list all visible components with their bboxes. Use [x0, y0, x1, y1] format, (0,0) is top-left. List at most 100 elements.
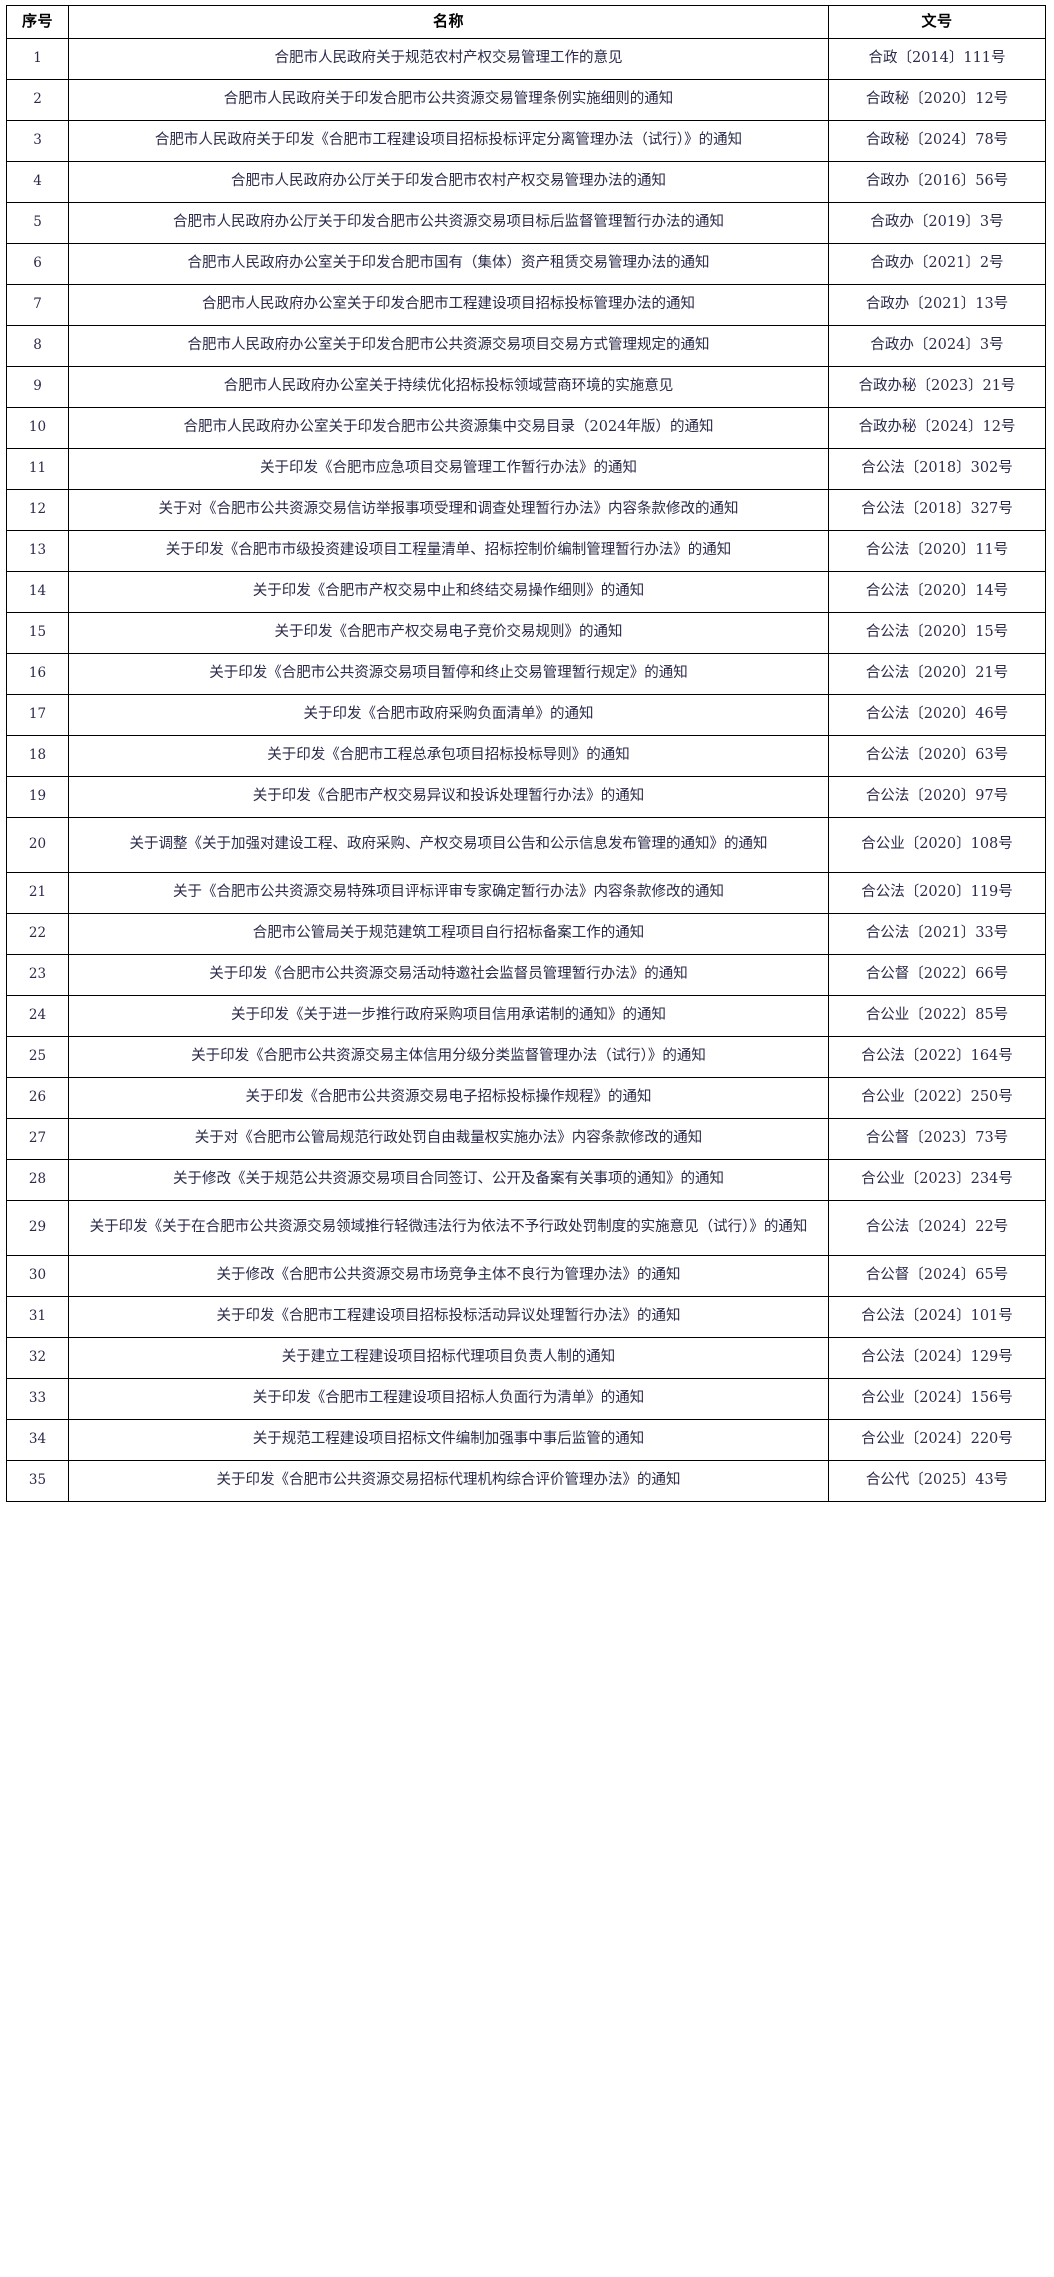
- row-document-number: 合公法〔2024〕101号: [828, 1296, 1046, 1338]
- table-row: 23 关于印发《合肥市公共资源交易活动特邀社会监督员管理暂行办法》的通知 合公督〔2…: [6, 954, 1046, 996]
- table-body: 1 合肥市人民政府关于规范农村产权交易管理工作的意见 合政〔2014〕111号 2 合肥…: [6, 38, 1046, 1502]
- table-row: 3 合肥市人民政府关于印发《合肥市工程建设项目招标投标评定分离管理办法（试行）》的…: [6, 120, 1046, 162]
- row-document-number: 合政办〔2021〕13号: [828, 284, 1046, 326]
- row-sequence-number: 27: [6, 1118, 69, 1160]
- row-sequence-number: 15: [6, 612, 69, 654]
- column-header-name: 名称: [68, 5, 829, 39]
- table-row: 10 合肥市人民政府办公室关于印发合肥市公共资源集中交易目录（2024年版）的通知…: [6, 407, 1046, 449]
- row-sequence-number: 10: [6, 407, 69, 449]
- row-sequence-number: 18: [6, 735, 69, 777]
- table-row: 32 关于建立工程建设项目招标代理项目负责人制的通知 合公法〔2024〕129号: [6, 1337, 1046, 1379]
- row-sequence-number: 14: [6, 571, 69, 613]
- row-document-title: 关于印发《合肥市应急项目交易管理工作暂行办法》的通知: [68, 448, 829, 490]
- table-row: 11 关于印发《合肥市应急项目交易管理工作暂行办法》的通知 合公法〔2018〕302…: [6, 448, 1046, 490]
- row-document-number: 合公法〔2020〕46号: [828, 694, 1046, 736]
- row-sequence-number: 20: [6, 817, 69, 873]
- table-row: 24 关于印发《关于进一步推行政府采购项目信用承诺制的通知》的通知 合公业〔2022…: [6, 995, 1046, 1037]
- row-document-number: 合公督〔2022〕66号: [828, 954, 1046, 996]
- table-row: 17 关于印发《合肥市政府采购负面清单》的通知 合公法〔2020〕46号: [6, 694, 1046, 736]
- row-document-number: 合公业〔2022〕85号: [828, 995, 1046, 1037]
- row-document-title: 关于修改《关于规范公共资源交易项目合同签订、公开及备案有关事项的通知》的通知: [68, 1159, 829, 1201]
- row-document-title: 关于印发《合肥市公共资源交易项目暂停和终止交易管理暂行规定》的通知: [68, 653, 829, 695]
- row-document-number: 合公业〔2020〕108号: [828, 817, 1046, 873]
- row-document-title: 合肥市人民政府办公室关于印发合肥市公共资源集中交易目录（2024年版）的通知: [68, 407, 829, 449]
- table-row: 15 关于印发《合肥市产权交易电子竞价交易规则》的通知 合公法〔2020〕15号: [6, 612, 1046, 654]
- row-document-number: 合公督〔2023〕73号: [828, 1118, 1046, 1160]
- row-document-title: 合肥市人民政府办公室关于印发合肥市公共资源交易项目交易方式管理规定的通知: [68, 325, 829, 367]
- row-document-number: 合公法〔2021〕33号: [828, 913, 1046, 955]
- row-document-title: 关于印发《合肥市公共资源交易主体信用分级分类监督管理办法（试行）》的通知: [68, 1036, 829, 1078]
- row-sequence-number: 32: [6, 1337, 69, 1379]
- row-sequence-number: 12: [6, 489, 69, 531]
- row-sequence-number: 3: [6, 120, 69, 162]
- row-document-number: 合政办秘〔2024〕12号: [828, 407, 1046, 449]
- table-row: 20 关于调整《关于加强对建设工程、政府采购、产权交易项目公告和公示信息发布管理的…: [6, 817, 1046, 873]
- row-sequence-number: 2: [6, 79, 69, 121]
- table-row: 6 合肥市人民政府办公室关于印发合肥市国有（集体）资产租赁交易管理办法的通知 合政办…: [6, 243, 1046, 285]
- row-document-number: 合公法〔2024〕129号: [828, 1337, 1046, 1379]
- row-sequence-number: 26: [6, 1077, 69, 1119]
- row-sequence-number: 23: [6, 954, 69, 996]
- table-row: 12 关于对《合肥市公共资源交易信访举报事项受理和调查处理暂行办法》内容条款修改的…: [6, 489, 1046, 531]
- column-header-num: 文号: [828, 5, 1046, 39]
- row-document-title: 合肥市人民政府关于规范农村产权交易管理工作的意见: [68, 38, 829, 80]
- row-document-number: 合公法〔2020〕97号: [828, 776, 1046, 818]
- row-document-title: 关于印发《合肥市市级投资建设项目工程量清单、招标控制价编制管理暂行办法》的通知: [68, 530, 829, 572]
- table-row: 1 合肥市人民政府关于规范农村产权交易管理工作的意见 合政〔2014〕111号: [6, 38, 1046, 80]
- table-row: 4 合肥市人民政府办公厅关于印发合肥市农村产权交易管理办法的通知 合政办〔2016〕…: [6, 161, 1046, 203]
- row-sequence-number: 31: [6, 1296, 69, 1338]
- row-sequence-number: 29: [6, 1200, 69, 1256]
- row-document-number: 合公法〔2024〕22号: [828, 1200, 1046, 1256]
- row-document-title: 关于印发《关于进一步推行政府采购项目信用承诺制的通知》的通知: [68, 995, 829, 1037]
- row-document-title: 关于对《合肥市公管局规范行政处罚自由裁量权实施办法》内容条款修改的通知: [68, 1118, 829, 1160]
- table-row: 25 关于印发《合肥市公共资源交易主体信用分级分类监督管理办法（试行）》的通知 合公…: [6, 1036, 1046, 1078]
- table-row: 30 关于修改《合肥市公共资源交易市场竞争主体不良行为管理办法》的通知 合公督〔20…: [6, 1255, 1046, 1297]
- row-document-number: 合公法〔2018〕302号: [828, 448, 1046, 490]
- column-header-seq: 序号: [6, 5, 69, 39]
- table-row: 13 关于印发《合肥市市级投资建设项目工程量清单、招标控制价编制管理暂行办法》的通…: [6, 530, 1046, 572]
- table-row: 9 合肥市人民政府办公室关于持续优化招标投标领域营商环境的实施意见 合政办秘〔202…: [6, 366, 1046, 408]
- regulations-table: 序号 名称 文号 1 合肥市人民政府关于规范农村产权交易管理工作的意见 合政〔201…: [6, 5, 1046, 1502]
- row-document-title: 关于建立工程建设项目招标代理项目负责人制的通知: [68, 1337, 829, 1379]
- row-document-title: 关于印发《合肥市工程建设项目招标人负面行为清单》的通知: [68, 1378, 829, 1420]
- row-document-number: 合公法〔2020〕15号: [828, 612, 1046, 654]
- row-sequence-number: 35: [6, 1460, 69, 1502]
- row-sequence-number: 34: [6, 1419, 69, 1461]
- table-row: 27 关于对《合肥市公管局规范行政处罚自由裁量权实施办法》内容条款修改的通知 合公督…: [6, 1118, 1046, 1160]
- table-row: 31 关于印发《合肥市工程建设项目招标投标活动异议处理暂行办法》的通知 合公法〔20…: [6, 1296, 1046, 1338]
- row-document-number: 合公督〔2024〕65号: [828, 1255, 1046, 1297]
- row-sequence-number: 5: [6, 202, 69, 244]
- row-document-title: 合肥市公管局关于规范建筑工程项目自行招标备案工作的通知: [68, 913, 829, 955]
- row-document-title: 合肥市人民政府关于印发合肥市公共资源交易管理条例实施细则的通知: [68, 79, 829, 121]
- row-document-title: 关于印发《合肥市政府采购负面清单》的通知: [68, 694, 829, 736]
- table-row: 21 关于《合肥市公共资源交易特殊项目评标评审专家确定暂行办法》内容条款修改的通知…: [6, 872, 1046, 914]
- row-document-number: 合公代〔2025〕43号: [828, 1460, 1046, 1502]
- table-header: 序号 名称 文号: [6, 5, 1046, 39]
- row-sequence-number: 8: [6, 325, 69, 367]
- table-row: 26 关于印发《合肥市公共资源交易电子招标投标操作规程》的通知 合公业〔2022〕2…: [6, 1077, 1046, 1119]
- table-row: 22 合肥市公管局关于规范建筑工程项目自行招标备案工作的通知 合公法〔2021〕33…: [6, 913, 1046, 955]
- row-document-title: 合肥市人民政府关于印发《合肥市工程建设项目招标投标评定分离管理办法（试行）》的通…: [68, 120, 829, 162]
- table-row: 18 关于印发《合肥市工程总承包项目招标投标导则》的通知 合公法〔2020〕63号: [6, 735, 1046, 777]
- row-document-title: 关于印发《合肥市公共资源交易招标代理机构综合评价管理办法》的通知: [68, 1460, 829, 1502]
- row-document-number: 合公业〔2023〕234号: [828, 1159, 1046, 1201]
- row-sequence-number: 11: [6, 448, 69, 490]
- row-document-title: 合肥市人民政府办公厅关于印发合肥市农村产权交易管理办法的通知: [68, 161, 829, 203]
- row-document-number: 合政办〔2019〕3号: [828, 202, 1046, 244]
- row-document-number: 合公业〔2024〕156号: [828, 1378, 1046, 1420]
- row-document-number: 合公法〔2018〕327号: [828, 489, 1046, 531]
- row-document-number: 合公业〔2024〕220号: [828, 1419, 1046, 1461]
- row-document-number: 合公法〔2020〕119号: [828, 872, 1046, 914]
- row-document-number: 合政办〔2024〕3号: [828, 325, 1046, 367]
- row-document-title: 合肥市人民政府办公室关于持续优化招标投标领域营商环境的实施意见: [68, 366, 829, 408]
- row-document-title: 合肥市人民政府办公室关于印发合肥市国有（集体）资产租赁交易管理办法的通知: [68, 243, 829, 285]
- table-row: 2 合肥市人民政府关于印发合肥市公共资源交易管理条例实施细则的通知 合政秘〔2020…: [6, 79, 1046, 121]
- row-sequence-number: 17: [6, 694, 69, 736]
- row-sequence-number: 9: [6, 366, 69, 408]
- row-sequence-number: 24: [6, 995, 69, 1037]
- row-document-title: 关于修改《合肥市公共资源交易市场竞争主体不良行为管理办法》的通知: [68, 1255, 829, 1297]
- row-sequence-number: 7: [6, 284, 69, 326]
- row-document-title: 合肥市人民政府办公厅关于印发合肥市公共资源交易项目标后监督管理暂行办法的通知: [68, 202, 829, 244]
- table-row: 7 合肥市人民政府办公室关于印发合肥市工程建设项目招标投标管理办法的通知 合政办〔2…: [6, 284, 1046, 326]
